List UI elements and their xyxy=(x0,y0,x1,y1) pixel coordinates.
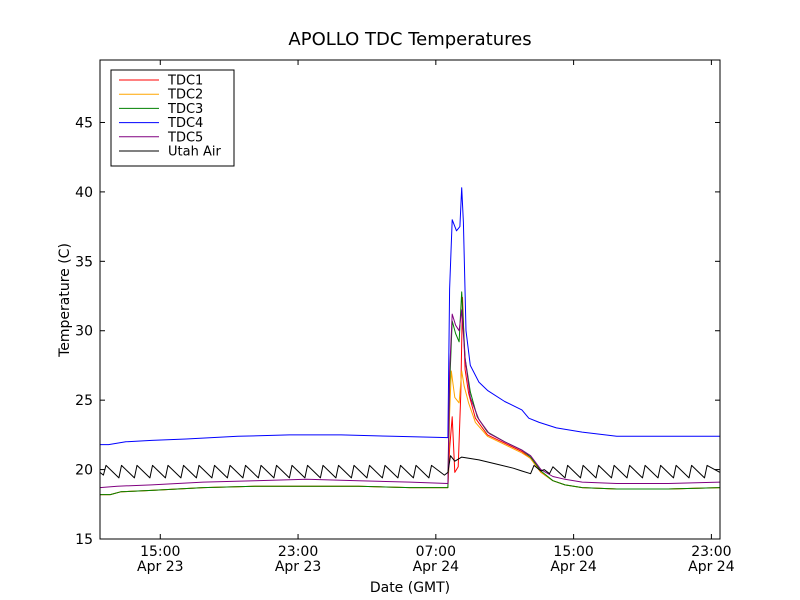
plot-frame xyxy=(99,59,721,540)
y-tick-label: 45 xyxy=(75,115,93,131)
chart-title: APOLLO TDC Temperatures xyxy=(288,29,531,50)
x-tick-label-date: Apr 23 xyxy=(137,559,183,575)
legend-label-tdc4: TDC4 xyxy=(167,116,203,131)
series-line-tdc5 xyxy=(99,309,721,489)
y-tick-label: 40 xyxy=(75,185,93,201)
x-tick-label-time: 23:00 xyxy=(278,544,318,560)
x-tick-label-time: 07:00 xyxy=(416,544,456,560)
x-tick-label-date: Apr 24 xyxy=(550,559,597,575)
x-tick-label-time: 23:00 xyxy=(691,544,731,560)
y-tick-label: 15 xyxy=(75,532,93,548)
x-tick-label-time: 15:00 xyxy=(140,544,180,560)
x-axis-label: Date (GMT) xyxy=(370,580,450,596)
legend-box xyxy=(110,69,235,167)
x-tick-label-date: Apr 24 xyxy=(413,559,460,575)
y-tick-label: 30 xyxy=(75,324,93,340)
series-layer xyxy=(99,187,721,496)
legend-label-tdc1: TDC1 xyxy=(167,74,203,89)
x-tick-label-date: Apr 24 xyxy=(688,559,735,575)
x-tick-label-date: Apr 23 xyxy=(275,559,321,575)
x-tick-label-time: 15:00 xyxy=(553,544,593,560)
y-tick-label: 25 xyxy=(75,393,93,409)
series-line-tdc3 xyxy=(100,291,721,496)
legend-label-tdc3: TDC3 xyxy=(167,102,203,117)
legend-label-tdc2: TDC2 xyxy=(167,88,203,103)
y-tick-label: 20 xyxy=(75,463,93,479)
legend-label-tdc5: TDC5 xyxy=(167,130,203,145)
y-axis-label: Temperature (C) xyxy=(57,243,73,358)
y-tick-label: 35 xyxy=(75,254,93,270)
series-line-tdc4 xyxy=(100,187,720,446)
legend-label-utah-air: Utah Air xyxy=(168,145,221,160)
series-line-utah-air xyxy=(99,455,721,479)
